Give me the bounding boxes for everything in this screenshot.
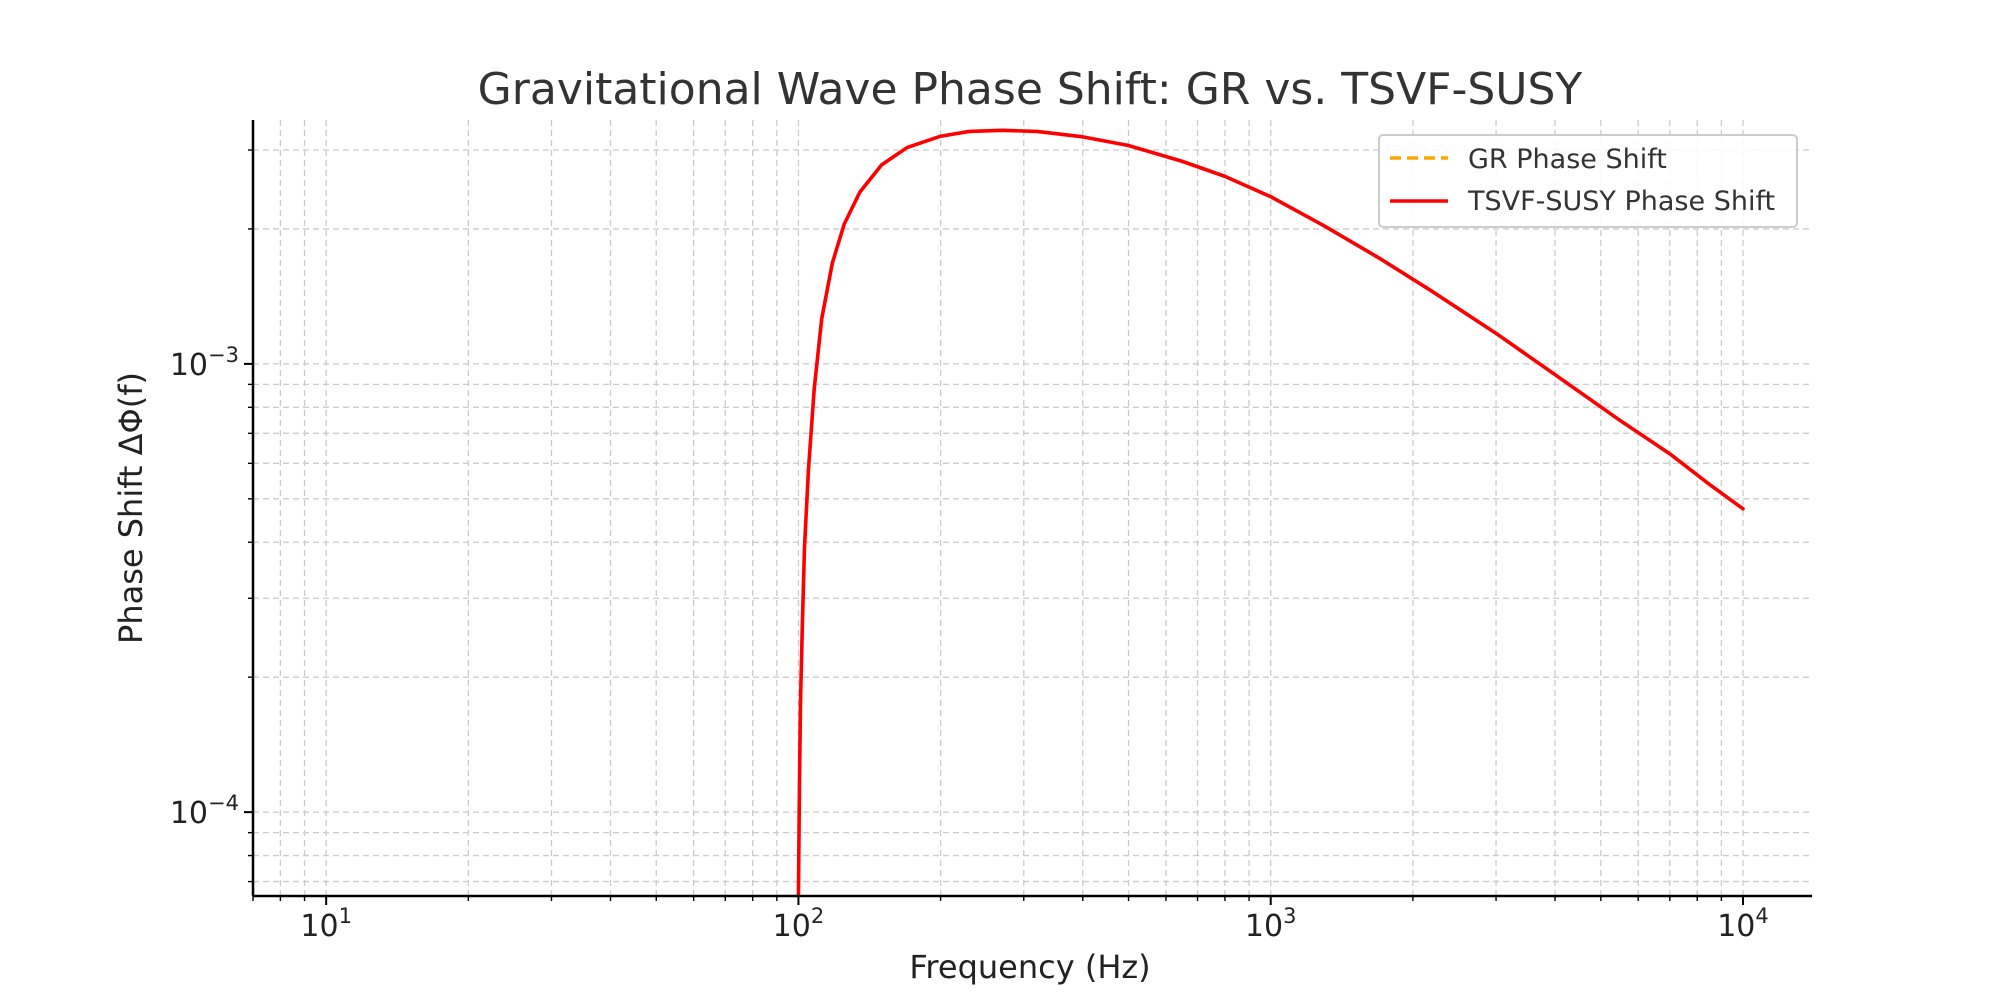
legend: GR Phase Shift TSVF-SUSY Phase Shift (1378, 134, 1798, 228)
ticks: 101 102 103 104 10−4 10−3 (170, 149, 1769, 944)
legend-label-tsvf-susy-phase-shift: TSVF-SUSY Phase Shift (1467, 186, 1775, 217)
x-tick-label: 101 (300, 904, 352, 944)
legend-label-gr-phase-shift: GR Phase Shift (1468, 144, 1667, 175)
series-layer (796, 128, 1745, 898)
chart-title: Gravitational Wave Phase Shift: GR vs. T… (478, 64, 1583, 115)
x-tick-label: 104 (1717, 904, 1769, 944)
y-tick-label: 10−4 (170, 791, 239, 831)
legend-frame (1378, 134, 1798, 228)
x-tick-label: 103 (1245, 904, 1297, 944)
y-axis-label: Phase Shift ΔΦ(f) (112, 372, 150, 644)
x-axis-label: Frequency (Hz) (909, 948, 1150, 986)
series-line-tsvf-susy-phase-shift (796, 128, 1745, 898)
y-tick-label: 10−3 (170, 343, 239, 383)
x-tick-label: 102 (773, 904, 825, 944)
